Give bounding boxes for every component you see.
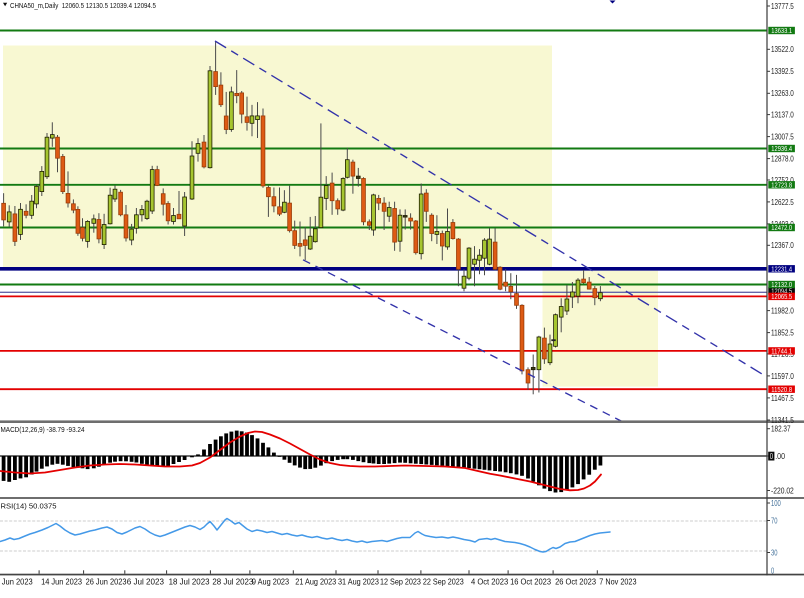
svg-text:12472.0: 12472.0 xyxy=(771,225,792,232)
svg-text:11852.5: 11852.5 xyxy=(771,329,794,338)
svg-text:26 Jun 2023: 26 Jun 2023 xyxy=(86,578,127,587)
svg-text:13263.0: 13263.0 xyxy=(771,89,794,98)
svg-text:28 Jul 2023: 28 Jul 2023 xyxy=(212,578,253,587)
svg-text:31 Aug 2023: 31 Aug 2023 xyxy=(338,578,379,587)
svg-text:16 Oct 2023: 16 Oct 2023 xyxy=(510,578,551,587)
svg-text:14 Jun 2023: 14 Jun 2023 xyxy=(41,578,82,587)
svg-text:21 Aug 2023: 21 Aug 2023 xyxy=(295,578,336,587)
svg-text:13777.5: 13777.5 xyxy=(771,2,794,11)
svg-text:11341.5: 11341.5 xyxy=(771,416,794,425)
svg-text:-220.02: -220.02 xyxy=(771,486,794,495)
svg-text:12878.0: 12878.0 xyxy=(771,155,794,164)
svg-text:CHNA50_m,Daily 12060.5 12130.: CHNA50_m,Daily 12060.5 12130.5 12039.4 1… xyxy=(10,1,156,10)
svg-text:13522.0: 13522.0 xyxy=(771,45,794,54)
svg-text:26 Oct 2023: 26 Oct 2023 xyxy=(555,578,596,587)
svg-text:9 Aug 2023: 9 Aug 2023 xyxy=(252,578,290,587)
svg-text:13633.1: 13633.1 xyxy=(771,28,792,35)
svg-text:22 Sep 2023: 22 Sep 2023 xyxy=(423,578,464,587)
svg-text:.00: .00 xyxy=(775,452,785,461)
svg-text:12132.0: 12132.0 xyxy=(771,282,792,289)
svg-text:13007.5: 13007.5 xyxy=(771,133,794,142)
svg-text:MACD(12,26,9) -38.79 -93.24: MACD(12,26,9) -38.79 -93.24 xyxy=(1,425,85,434)
svg-text:30: 30 xyxy=(771,548,778,557)
svg-text:0: 0 xyxy=(770,452,774,461)
svg-text:12231.4: 12231.4 xyxy=(771,267,792,274)
svg-text:12065.5: 12065.5 xyxy=(771,294,792,301)
svg-text:6 Jul 2023: 6 Jul 2023 xyxy=(127,578,165,587)
svg-text:11597.0: 11597.0 xyxy=(771,372,794,381)
svg-text:100: 100 xyxy=(771,499,781,508)
svg-text:13137.0: 13137.0 xyxy=(771,111,794,120)
svg-text:RSI(14) 50.0375: RSI(14) 50.0375 xyxy=(1,502,57,511)
svg-text:12367.0: 12367.0 xyxy=(771,241,794,250)
svg-text:4 Oct 2023: 4 Oct 2023 xyxy=(471,578,509,587)
svg-text:2 Jun 2023: 2 Jun 2023 xyxy=(0,578,33,587)
svg-text:18 Jul 2023: 18 Jul 2023 xyxy=(169,578,210,587)
svg-text:12752.0: 12752.0 xyxy=(771,176,794,185)
svg-text:12094.5: 12094.5 xyxy=(771,289,792,296)
svg-text:12936.4: 12936.4 xyxy=(771,146,792,153)
svg-text:11520.8: 11520.8 xyxy=(771,387,792,394)
svg-text:7 Nov 2023: 7 Nov 2023 xyxy=(599,578,637,587)
svg-text:182.37: 182.37 xyxy=(771,425,791,434)
svg-text:12622.5: 12622.5 xyxy=(771,198,794,207)
svg-text:70: 70 xyxy=(771,516,778,525)
svg-text:11982.0: 11982.0 xyxy=(771,307,794,316)
svg-text:11467.5: 11467.5 xyxy=(771,394,794,403)
svg-text:11744.1: 11744.1 xyxy=(771,349,792,356)
svg-text:13392.5: 13392.5 xyxy=(771,67,794,76)
svg-text:12723.8: 12723.8 xyxy=(771,183,792,190)
svg-text:0: 0 xyxy=(771,566,775,575)
svg-text:12 Sep 2023: 12 Sep 2023 xyxy=(380,578,421,587)
